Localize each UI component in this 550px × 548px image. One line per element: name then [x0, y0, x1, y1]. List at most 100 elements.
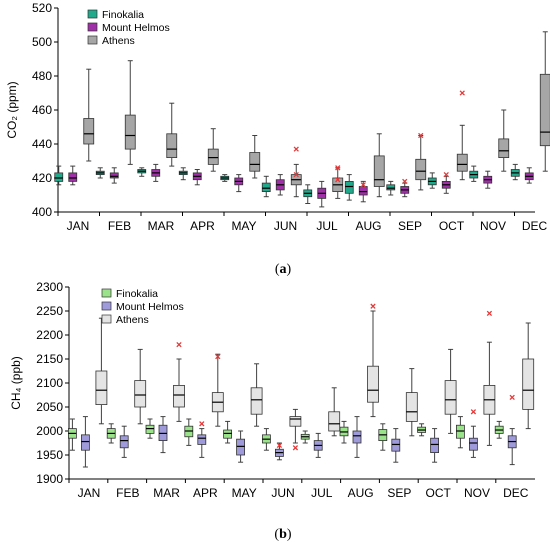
box-jun [274, 442, 284, 461]
box-feb [109, 167, 119, 184]
y-tick-label: 2200 [36, 328, 63, 342]
iqr-box [197, 434, 207, 445]
legend-swatch [87, 35, 98, 45]
y-tick-label: 500 [32, 35, 52, 49]
box-jan [68, 418, 77, 451]
x-tick-label-jan: JAN [78, 486, 101, 500]
y-tick-label: 460 [32, 103, 52, 117]
outlier-marker [335, 165, 341, 171]
box-jul [317, 180, 327, 208]
outlier-marker [199, 421, 205, 427]
iqr-box [207, 148, 219, 165]
series-athens [83, 31, 550, 199]
iqr-box [223, 429, 233, 439]
iqr-box [261, 182, 271, 193]
iqr-box [173, 384, 185, 408]
legend-label: Mount Helmos [102, 22, 170, 34]
iqr-box [539, 73, 550, 147]
iqr-box [83, 118, 95, 145]
iqr-box [81, 434, 90, 451]
x-tick-label-jun: JUN [274, 219, 297, 233]
box-jun [261, 175, 271, 198]
box-feb [95, 167, 105, 179]
chart-panel-a: 400 420 440 460 480 500 520 CO₂ (ppm) JAN FEB MAR A… [5, 1, 550, 277]
box-sep [405, 368, 418, 437]
x-tick-label-aug: AUG [355, 219, 381, 233]
iqr-box [119, 435, 129, 449]
iqr-box [54, 172, 64, 182]
iqr-box [134, 380, 147, 408]
iqr-box [344, 180, 354, 194]
iqr-box [444, 380, 457, 415]
box-mar [151, 163, 161, 182]
box-nov [469, 165, 479, 182]
x-tick-label-oct: OCT [426, 486, 452, 500]
box-apr [192, 169, 202, 186]
x-tick-label-sep: SEP [398, 219, 422, 233]
legend-swatch [101, 301, 112, 311]
y-tick-label: 1900 [36, 472, 63, 486]
x-tick-label-mar: MAR [153, 486, 180, 500]
y-tick-label: 520 [32, 1, 52, 15]
chart-panel-b: 1900 1950 2000 2050 2100 2150 2200 2250 2300 CH₄ … [9, 280, 535, 542]
x-tick-label-oct: OCT [439, 219, 465, 233]
x-tick-label-feb: FEB [108, 219, 131, 233]
legend-label: Mount Helmos [116, 301, 184, 313]
box-apr [184, 418, 194, 446]
y-tick-label: 2050 [36, 400, 63, 414]
y-tick-label: 480 [32, 69, 52, 83]
x-tick-label-mar: MAR [148, 219, 175, 233]
box-jul [332, 165, 344, 199]
iqr-box [250, 387, 263, 415]
box-jan [95, 317, 108, 425]
legend-label: Athens [102, 35, 135, 47]
iqr-box [415, 158, 427, 181]
box-may [220, 174, 230, 182]
box-nov [483, 170, 493, 189]
box-may [249, 135, 261, 179]
y-tick-label: 2250 [36, 304, 63, 318]
outlier-marker [293, 146, 299, 152]
series-finokalia [54, 163, 520, 204]
box-apr [207, 128, 219, 172]
y-tick-label: 2150 [36, 352, 63, 366]
y-axis-title: CH₄ (ppb) [9, 356, 23, 410]
box-aug [339, 420, 349, 444]
box-dec [510, 163, 520, 181]
legend-label: Finokalia [102, 9, 144, 21]
outlier-marker [360, 182, 366, 188]
box-mar [158, 416, 168, 454]
box-jul [313, 432, 323, 458]
legend-label: Finokalia [116, 288, 158, 300]
y-tick-label: 1950 [36, 448, 63, 462]
iqr-box [236, 438, 246, 456]
y-tick-label: 440 [32, 137, 52, 151]
iqr-box [166, 133, 178, 159]
x-tick-label-feb: FEB [116, 486, 139, 500]
series-mount-helmos [81, 394, 517, 468]
box-oct [427, 172, 437, 189]
legend-swatch [101, 288, 112, 298]
legend-swatch [87, 22, 98, 32]
box-apr [178, 167, 188, 181]
x-tick-label-jul: JUL [311, 486, 333, 500]
box-dec [539, 31, 550, 172]
y-tick-label: 2300 [36, 280, 63, 294]
outlier-marker [176, 341, 182, 348]
box-feb [124, 60, 136, 165]
box-apr [211, 353, 224, 427]
outlier-marker [293, 171, 299, 178]
iqr-box [352, 430, 362, 444]
box-feb [134, 348, 147, 425]
box-may [250, 363, 263, 427]
x-tick-label-may: MAY [231, 219, 256, 233]
iqr-box [95, 370, 108, 405]
outlier-marker [292, 445, 299, 451]
box-jan [81, 416, 90, 468]
iqr-box [68, 172, 78, 182]
box-mar [166, 102, 178, 167]
box-nov [498, 109, 510, 172]
legend-swatch [101, 314, 112, 324]
box-jun [290, 146, 302, 198]
